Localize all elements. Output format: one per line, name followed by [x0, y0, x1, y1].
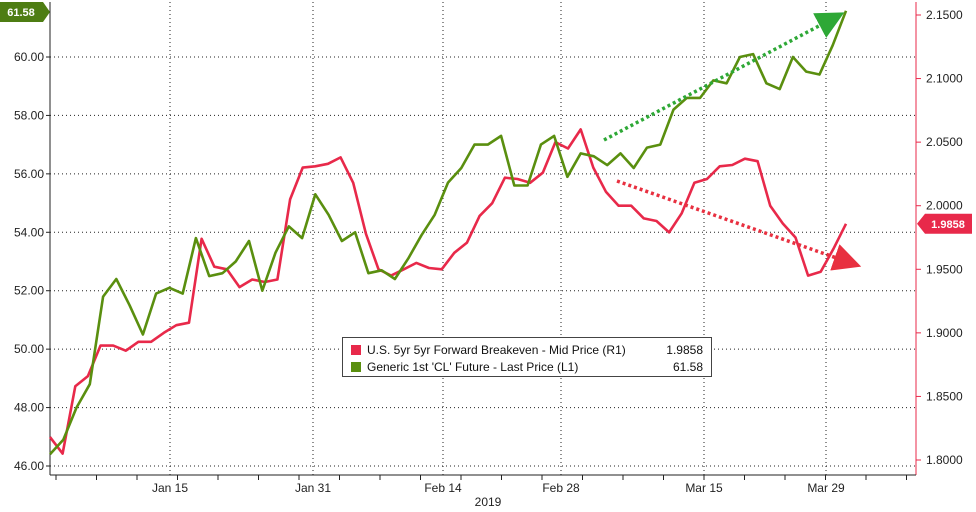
left-tick-label: 58.00 — [14, 108, 44, 122]
right-last-value-badge: 1.9858 — [917, 213, 972, 234]
left-tick-label: 46.00 — [14, 459, 44, 473]
legend-swatch-crude — [351, 361, 361, 372]
annotations — [603, 12, 862, 271]
series-lines — [48, 10, 848, 456]
right-tick-label: 2.1500 — [926, 8, 963, 22]
right-tick-label: 2.0500 — [926, 135, 963, 149]
legend: U.S. 5yr 5yr Forward Breakeven - Mid Pri… — [342, 337, 712, 377]
series-line-breakeven — [48, 128, 848, 455]
up-trend-arrow — [603, 12, 845, 142]
x-axis-title: 2019 — [475, 495, 502, 509]
legend-row-breakeven: U.S. 5yr 5yr Forward Breakeven - Mid Pri… — [351, 341, 703, 358]
right-tick-label: 1.8000 — [926, 453, 963, 467]
legend-label-breakeven: U.S. 5yr 5yr Forward Breakeven - Mid Pri… — [367, 342, 626, 357]
x-axis: Jan 15 Jan 31 Feb 14 Feb 28 Mar 15 Mar 29 2019 — [55, 475, 907, 509]
left-y-axis: 46.00 48.00 50.00 52.00 54.00 56.00 58.00 60.00 — [14, 50, 50, 473]
left-tick-label: 60.00 — [14, 50, 44, 64]
value-badges: 61.58 1.9858 — [0, 2, 972, 234]
down-trend-arrow — [616, 179, 862, 271]
right-y-axis: 1.8000 1.8500 1.9000 1.9500 2.0000 2.0500 2.10… — [916, 8, 963, 467]
right-badge-text: 1.9858 — [931, 219, 965, 231]
left-badge-shape — [0, 2, 50, 22]
x-tick-label: Mar 15 — [685, 481, 723, 495]
left-tick-label: 50.00 — [14, 342, 44, 356]
x-tick-label: Jan 31 — [295, 481, 331, 495]
left-tick-label: 48.00 — [14, 401, 44, 415]
legend-value-crude: 61.58 — [672, 359, 703, 374]
left-tick-label: 56.00 — [14, 167, 44, 181]
legend-row-crude: Generic 1st 'CL' Future - Last Price (L1… — [351, 358, 703, 375]
legend-value-breakeven: 1.9858 — [666, 342, 703, 357]
x-tick-label: Mar 29 — [807, 481, 845, 495]
left-badge-text: 61.58 — [7, 7, 35, 19]
right-tick-label: 2.1000 — [926, 72, 963, 86]
x-tick-label: Feb 28 — [542, 481, 580, 495]
right-tick-label: 2.0000 — [926, 199, 963, 213]
left-last-value-badge: 61.58 — [0, 2, 50, 22]
right-tick-label: 1.9000 — [926, 326, 963, 340]
x-tick-label: Jan 15 — [152, 481, 188, 495]
right-badge-shape — [917, 213, 972, 234]
series-line-crude — [49, 10, 848, 456]
x-tick-label: Feb 14 — [424, 481, 462, 495]
left-tick-label: 52.00 — [14, 284, 44, 298]
left-tick-label: 54.00 — [14, 225, 44, 239]
legend-label-crude: Generic 1st 'CL' Future - Last Price (L1… — [367, 359, 579, 374]
legend-swatch-breakeven — [351, 344, 361, 355]
right-tick-label: 1.9500 — [926, 262, 963, 276]
right-tick-label: 1.8500 — [926, 389, 963, 403]
